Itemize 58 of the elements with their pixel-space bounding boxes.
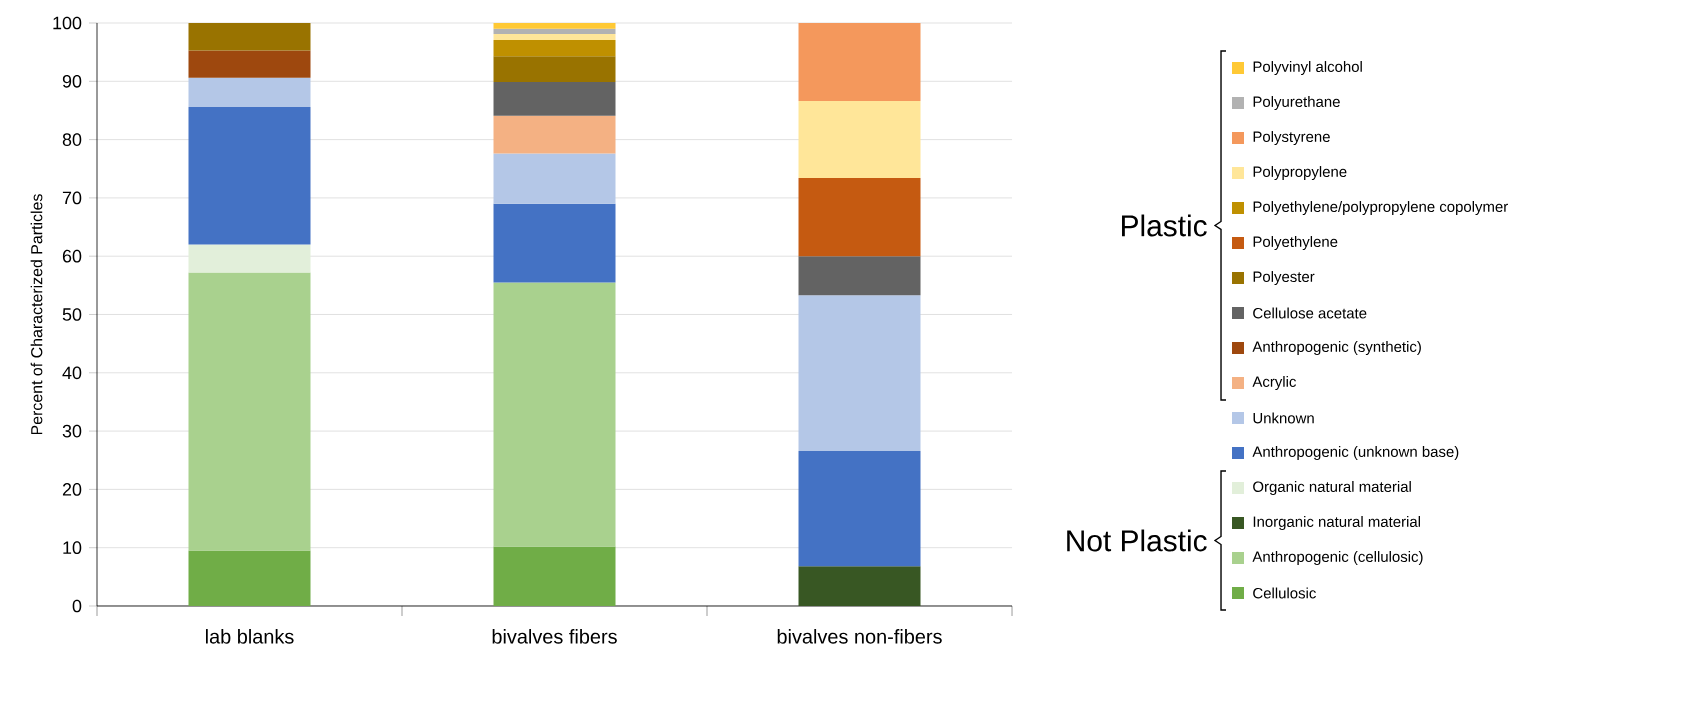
bar xyxy=(798,101,921,179)
y-tick-label: 40 xyxy=(62,366,82,380)
legend-label: Polyethylene/polypropylene copolymer xyxy=(1253,201,1508,215)
bar xyxy=(493,56,616,82)
x-tick-label: bivalves fibers xyxy=(492,629,617,644)
y-tick-label: 30 xyxy=(62,424,82,438)
bar xyxy=(188,106,311,245)
legend-label: Polypropylene xyxy=(1253,166,1347,180)
legend-label: Polyurethane xyxy=(1253,96,1340,110)
bar xyxy=(798,178,921,257)
bar xyxy=(493,81,616,116)
bar xyxy=(493,115,616,154)
legend-label: Inorganic natural material xyxy=(1253,516,1420,530)
bar xyxy=(798,22,921,102)
y-tick-label: 50 xyxy=(62,308,82,321)
y-tick-label: 20 xyxy=(62,483,82,496)
bar xyxy=(188,50,311,78)
y-tick-label: 80 xyxy=(62,133,82,146)
bar xyxy=(798,295,921,451)
bar xyxy=(493,39,616,57)
legend-label: Anthropogenic (unknown base) xyxy=(1252,446,1459,460)
x-tick-label: lab blanks xyxy=(205,629,294,644)
bar xyxy=(188,22,311,51)
legend-label: Unknown xyxy=(1253,412,1314,424)
legend-label: Cellulose acetate xyxy=(1253,307,1367,319)
legend-label: Polyethylene xyxy=(1253,236,1338,250)
bar xyxy=(493,203,616,283)
bar xyxy=(493,546,616,606)
y-tick-label: 0 xyxy=(72,599,82,613)
legend-label: Anthropogenic (cellulosic) xyxy=(1252,551,1423,565)
y-tick-label: 70 xyxy=(62,191,82,205)
y-tick-label: 10 xyxy=(63,541,82,555)
bar xyxy=(798,566,921,606)
bar xyxy=(493,282,616,547)
legend-label: Cellulosic xyxy=(1253,587,1316,599)
legend-label: Acrylic xyxy=(1252,376,1296,390)
bar xyxy=(798,256,921,296)
bar xyxy=(798,450,921,567)
y-tick-label: 60 xyxy=(62,249,82,263)
y-tick-label: 90 xyxy=(62,74,82,88)
legend-label: Polyvinyl alcohol xyxy=(1253,61,1362,75)
bar xyxy=(188,272,311,551)
legend-label: Anthropogenic (synthetic) xyxy=(1252,341,1421,355)
bar xyxy=(188,550,311,606)
bar xyxy=(493,153,616,204)
bar xyxy=(493,34,616,40)
bar xyxy=(493,22,616,29)
bar xyxy=(493,28,616,35)
x-tick-label: bivalves non-fibers xyxy=(777,629,942,644)
legend-label: Polyester xyxy=(1253,271,1315,285)
legend-label: Polystyrene xyxy=(1253,131,1330,145)
text: Plastic xyxy=(1122,214,1207,237)
y-axis-title: Percent of Characterized Particles xyxy=(30,194,43,435)
legend-label: Organic natural material xyxy=(1253,481,1411,495)
text: Not Plastic xyxy=(1067,529,1207,552)
bar xyxy=(188,244,311,273)
bar xyxy=(188,77,311,107)
y-tick-label: 100 xyxy=(53,16,82,30)
